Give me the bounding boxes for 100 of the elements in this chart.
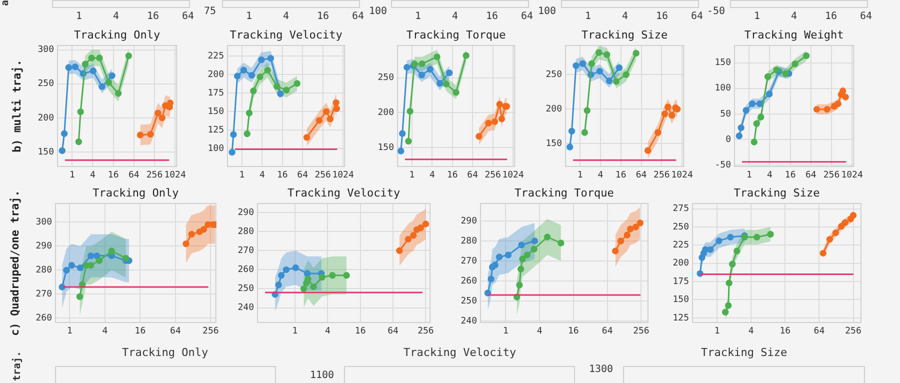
x-tick-label: 256 <box>146 170 163 181</box>
x-tick-label: 256 <box>633 326 650 337</box>
chart-title: Tracking Torque <box>406 28 506 42</box>
x-tick-label: 4 <box>324 326 330 337</box>
y-tick-label: -50 <box>714 160 731 170</box>
x-tick-label: 256 <box>314 170 331 181</box>
x-tick-label: 4 <box>259 170 265 181</box>
text: Tracking Velocity <box>404 346 516 358</box>
text: 1 <box>76 11 82 22</box>
text: 64 <box>691 11 704 22</box>
x-tick-label: 256 <box>654 170 670 181</box>
y-axis-title: b) multi traj. <box>10 60 24 152</box>
chart-title: Tracking Only <box>74 28 161 42</box>
x-tick-label: 1 <box>714 326 720 337</box>
text: 1 <box>246 11 252 22</box>
x-tick-label: 64 <box>602 326 613 337</box>
chart-title: Tracking Torque <box>514 186 614 200</box>
text: Tracking Size <box>701 346 788 358</box>
x-tick-label: 1024 <box>841 170 863 181</box>
text: 1 <box>754 11 760 22</box>
text: traj. <box>12 350 24 382</box>
x-tick-label: 16 <box>446 170 458 181</box>
text: 16 <box>147 11 160 22</box>
y-tick-label: 270 <box>36 290 52 300</box>
text: 4 <box>791 11 798 22</box>
x-tick-label: 64 <box>805 170 816 181</box>
y-tick-label: 225 <box>672 240 689 251</box>
x-tick-label: 4 <box>90 170 96 181</box>
text: a <box>0 0 12 6</box>
text: 4 <box>622 11 628 22</box>
x-tick-label: 64 <box>388 326 398 337</box>
y-tick-label: 100 <box>208 144 224 154</box>
y-tick-label: 275 <box>672 204 689 214</box>
chart-title: Tracking Velocity <box>288 186 400 200</box>
x-tick-label: 64 <box>170 326 181 337</box>
y-tick-label: 290 <box>238 208 254 218</box>
x-tick-label: 256 <box>823 170 840 181</box>
x-tick-label: 1024 <box>332 170 354 181</box>
x-tick-label: 16 <box>784 170 796 181</box>
y-tick-label: 200 <box>378 108 394 118</box>
x-tick-label: 4 <box>429 170 435 181</box>
x-tick-label: 1 <box>502 326 508 337</box>
text: 16 <box>825 11 838 22</box>
y-tick-label: 290 <box>36 242 52 252</box>
y-tick-label: 250 <box>672 222 689 232</box>
x-tick-label: 16 <box>354 326 366 337</box>
y-tick-label: 290 <box>460 216 477 226</box>
x-tick-label: 1 <box>577 170 583 181</box>
y-tick-label: 50 <box>720 109 731 120</box>
text: 16 <box>486 11 498 22</box>
x-tick-label: 1 <box>67 326 72 337</box>
chart-title: Tracking Only <box>92 186 180 200</box>
y-tick-label: 270 <box>460 256 477 266</box>
x-tick-label: 4 <box>748 326 754 337</box>
chart-title: Tracking Size <box>734 186 820 200</box>
text: 75 <box>204 6 216 17</box>
y-tick-label: 125 <box>672 313 689 324</box>
y-tick-label: 200 <box>38 113 54 124</box>
y-tick-label: 280 <box>460 236 477 246</box>
y-tick-label: 150 <box>378 142 394 153</box>
y-tick-label: 300 <box>38 45 54 56</box>
x-tick-label: 1 <box>746 170 752 181</box>
y-tick-label: 260 <box>36 314 52 324</box>
y-tick-label: 150 <box>546 138 562 149</box>
x-tick-label: 16 <box>568 326 579 337</box>
chart-title: Tracking Weight <box>744 28 844 42</box>
y-tick-label: 150 <box>714 58 731 68</box>
x-tick-label: 64 <box>128 170 140 181</box>
y-tick-label: 300 <box>36 218 52 228</box>
text: 1 <box>415 11 422 22</box>
text: 1300 <box>589 364 614 375</box>
x-tick-label: 1 <box>409 170 415 181</box>
x-tick-label: 1 <box>69 170 75 181</box>
x-tick-label: 4 <box>102 326 108 337</box>
y-tick-label: 280 <box>238 226 254 237</box>
x-tick-label: 1 <box>239 170 245 181</box>
text: 1 <box>585 11 592 22</box>
y-tick-label: 260 <box>460 276 477 286</box>
x-tick-label: 64 <box>467 170 478 181</box>
x-tick-label: 256 <box>484 170 501 181</box>
y-tick-label: 270 <box>238 246 254 256</box>
text: 64 <box>521 11 534 22</box>
y-tick-label: 250 <box>546 70 562 80</box>
y-tick-label: 250 <box>460 296 477 306</box>
y-tick-label: 125 <box>208 125 224 136</box>
y-tick-label: 0 <box>726 134 731 145</box>
y-tick-label: 280 <box>36 266 52 276</box>
text: Tracking Only <box>122 346 208 358</box>
text: 1100 <box>310 370 334 381</box>
y-tick-label: 200 <box>672 258 689 269</box>
y-tick-label: 260 <box>238 265 254 276</box>
x-tick-label: 256 <box>845 326 862 337</box>
x-tick-label: 4 <box>598 170 604 181</box>
y-tick-label: 150 <box>672 295 689 306</box>
text: 4 <box>452 11 458 22</box>
x-tick-label: 64 <box>636 170 647 181</box>
y-axis-title: c) Quadruped/one traj. <box>8 190 22 336</box>
x-tick-label: 1024 <box>164 170 186 181</box>
x-tick-label: 4 <box>536 326 542 337</box>
chart-title: Tracking Size <box>582 28 668 42</box>
